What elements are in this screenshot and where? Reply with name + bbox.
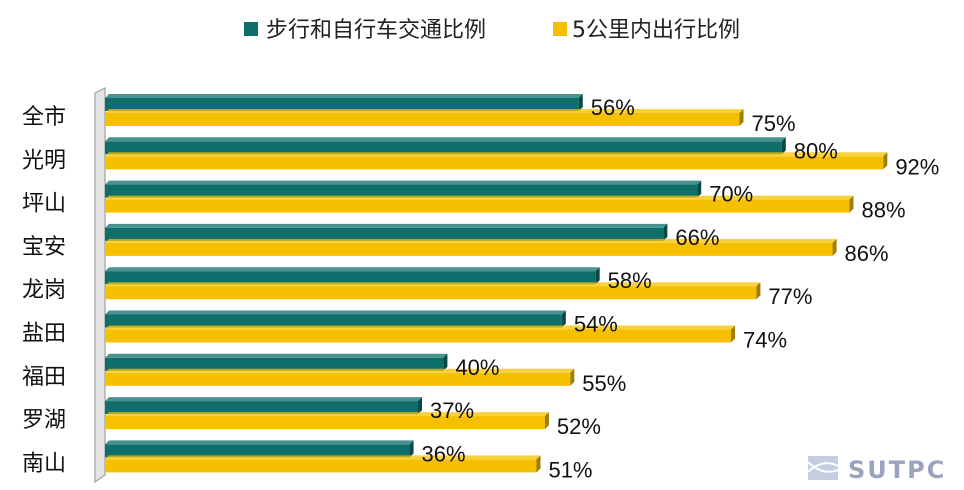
bar-within-5km-6 bbox=[105, 368, 575, 386]
bar-marks bbox=[105, 94, 888, 473]
data-label-within-5km: 88% bbox=[861, 198, 905, 223]
bar-walk-bike-6 bbox=[105, 353, 448, 371]
category-label: 龙岗 bbox=[22, 278, 66, 303]
data-label-walk-bike: 56% bbox=[591, 95, 635, 120]
bar-walk-bike-0 bbox=[105, 94, 583, 111]
legend-swatch-within-5km bbox=[553, 22, 567, 36]
category-label: 罗湖 bbox=[22, 408, 66, 433]
data-label-walk-bike: 37% bbox=[430, 398, 474, 423]
data-label-within-5km: 55% bbox=[582, 371, 626, 396]
category-label: 宝安 bbox=[22, 235, 66, 260]
legend-label-walk-bike: 步行和自行车交通比例 bbox=[266, 18, 486, 43]
legend: 步行和自行车交通比例 5公里内出行比例 bbox=[244, 18, 740, 43]
bar-within-5km-8 bbox=[105, 455, 541, 473]
bar-within-5km-5 bbox=[105, 325, 736, 343]
sutpc-logo-icon bbox=[807, 456, 839, 480]
legend-swatch-walk-bike bbox=[244, 22, 258, 36]
data-label-walk-bike: 40% bbox=[455, 355, 499, 380]
category-label: 南山 bbox=[22, 451, 66, 476]
category-label: 福田 bbox=[22, 365, 66, 390]
category-label: 光明 bbox=[22, 148, 66, 173]
data-label-within-5km: 92% bbox=[895, 154, 939, 179]
bar-within-5km-1 bbox=[105, 152, 888, 170]
legend-label-within-5km: 5公里内出行比例 bbox=[572, 18, 740, 43]
sutpc-logo-text: SUTPC bbox=[848, 456, 946, 484]
bar-within-5km-3 bbox=[105, 238, 837, 256]
bar-walk-bike-3 bbox=[105, 223, 668, 241]
data-label-walk-bike: 58% bbox=[608, 268, 652, 293]
bar-within-5km-7 bbox=[105, 412, 549, 430]
bar-walk-bike-5 bbox=[105, 310, 566, 328]
bar-walk-bike-7 bbox=[105, 397, 423, 415]
data-label-walk-bike: 36% bbox=[422, 441, 466, 466]
bar-walk-bike-2 bbox=[105, 180, 702, 198]
data-label-within-5km: 86% bbox=[845, 241, 889, 266]
axis-wall bbox=[94, 87, 106, 484]
value-labels: 56% 75%80% 92% 70% 88% 66% 86% 58% 77% 54% 74% 40% 5… bbox=[422, 95, 940, 482]
data-label-within-5km: 51% bbox=[548, 457, 592, 482]
data-label-walk-bike: 80% bbox=[794, 138, 838, 163]
bar-walk-bike-4 bbox=[105, 267, 600, 285]
category-label: 坪山 bbox=[22, 192, 66, 217]
data-label-within-5km: 74% bbox=[743, 328, 787, 353]
data-label-walk-bike: 54% bbox=[574, 312, 618, 337]
bar-walk-bike-8 bbox=[105, 440, 414, 458]
bar-within-5km-0 bbox=[105, 109, 744, 126]
category-label: 全市 bbox=[22, 105, 66, 130]
data-label-within-5km: 52% bbox=[557, 414, 601, 439]
bar-walk-bike-1 bbox=[105, 137, 786, 155]
bar-within-5km-2 bbox=[105, 195, 854, 213]
data-label-within-5km: 75% bbox=[752, 111, 796, 136]
data-label-within-5km: 77% bbox=[768, 284, 812, 309]
data-label-walk-bike: 66% bbox=[675, 225, 719, 250]
category-label: 盐田 bbox=[22, 322, 66, 347]
sutpc-logo: SUTPC bbox=[807, 456, 946, 484]
bar-within-5km-4 bbox=[105, 282, 761, 300]
data-label-walk-bike: 70% bbox=[709, 182, 753, 207]
